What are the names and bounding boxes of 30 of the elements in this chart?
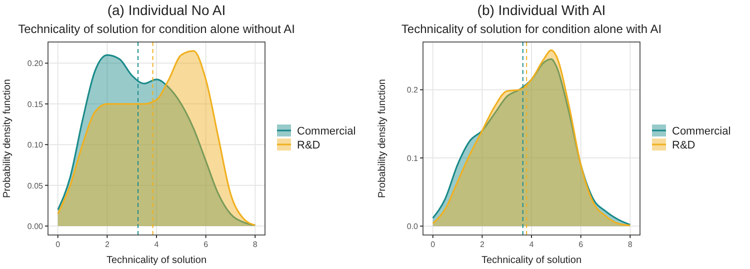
- y-axis-title: Probability density function: [2, 79, 13, 198]
- x-tick-label: 0: [430, 240, 436, 249]
- x-tick-label: 2: [480, 240, 485, 249]
- x-tick-label: 6: [578, 240, 584, 249]
- x-tick-label: 6: [204, 240, 209, 249]
- y-tick-label: 0.0: [406, 222, 419, 232]
- x-tick-label: 8: [628, 240, 633, 249]
- y-tick-label: 0.1: [406, 154, 419, 163]
- x-tick-label: 0: [56, 240, 61, 249]
- y-tick-label: 0.20: [27, 59, 44, 68]
- y-tick-label: 0.2: [406, 86, 419, 95]
- x-axis-title: Technicality of solution: [481, 255, 582, 266]
- legend-label: R&D: [672, 140, 696, 152]
- chart-title: (a) Individual No AI: [107, 2, 226, 18]
- x-tick-label: 2: [104, 240, 110, 249]
- y-axis-title: Probability density function: [377, 79, 388, 198]
- chart-subtitle: Technicality of solution for condition alone without AI: [18, 22, 295, 36]
- x-tick-label: 4: [529, 240, 534, 249]
- y-tick-label: 0.15: [27, 100, 44, 109]
- y-tick-label: 0.05: [27, 181, 44, 190]
- legend-label: R&D: [297, 140, 320, 152]
- legend-label: Commercial: [672, 126, 731, 138]
- y-tick-label: 0.10: [27, 140, 44, 150]
- x-axis-title: Technicality of solution: [106, 255, 207, 266]
- chart-title: (b) Individual With AI: [477, 2, 606, 18]
- x-tick-label: 8: [252, 240, 258, 249]
- x-tick-label: 4: [154, 240, 160, 249]
- chart-subtitle: Technicality of solution for condition alone with AI: [401, 22, 662, 36]
- y-tick-label: 0.00: [27, 222, 44, 232]
- legend-label: Commercial: [297, 126, 356, 138]
